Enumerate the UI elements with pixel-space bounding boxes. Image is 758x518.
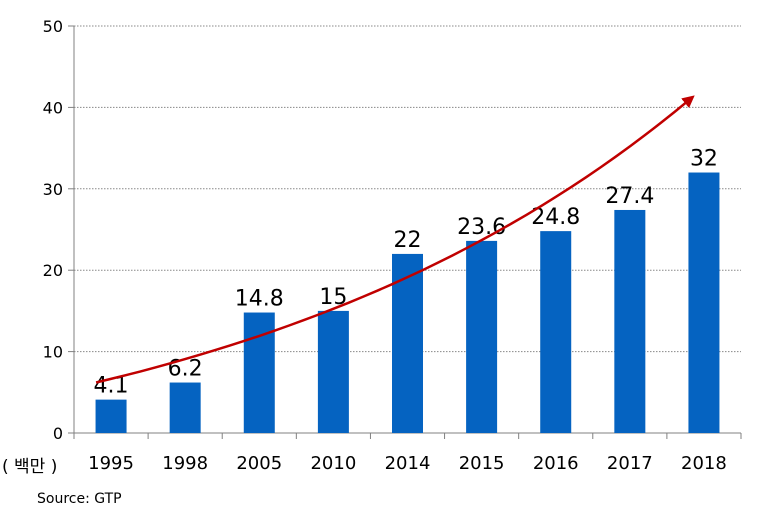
x-tick-label: 2010 xyxy=(310,453,356,474)
bar-1995 xyxy=(95,399,127,433)
y-axis-unit-label: ( 백만 ) xyxy=(2,457,58,477)
trend-arrow xyxy=(95,95,695,384)
trend-curve xyxy=(95,95,695,384)
y-tick-label: 20 xyxy=(43,261,63,280)
bars xyxy=(95,172,720,433)
bar-1998 xyxy=(169,382,201,433)
data-label: 32 xyxy=(690,147,718,172)
bar-2016 xyxy=(540,231,572,433)
bar-2005 xyxy=(243,312,275,433)
data-label: 22 xyxy=(394,228,422,253)
x-tick-label: 1995 xyxy=(88,453,134,474)
x-tick-label: 1998 xyxy=(162,453,208,474)
axes: 0 10 20 30 40 50 1995 1998 2005 2010 2014 2015 2016 2… xyxy=(43,17,742,474)
data-label: 14.8 xyxy=(235,287,284,312)
x-tick-label: 2017 xyxy=(607,453,653,474)
bar-2014 xyxy=(392,253,423,433)
y-tick-label: 30 xyxy=(43,180,63,199)
y-tick-label: 10 xyxy=(43,343,63,362)
bar-2015 xyxy=(466,240,498,433)
data-label: 27.4 xyxy=(605,184,654,209)
bar-2018 xyxy=(688,172,720,433)
x-tick-label: 2018 xyxy=(681,453,727,474)
data-label: 4.1 xyxy=(94,374,129,399)
x-tick-label: 2016 xyxy=(533,453,579,474)
bar-2017 xyxy=(614,209,646,433)
data-label: 6.2 xyxy=(168,357,203,382)
data-label: 23.6 xyxy=(457,215,506,240)
x-tick-label: 2005 xyxy=(236,453,282,474)
y-tick-label: 40 xyxy=(43,98,63,117)
y-tick-label: 0 xyxy=(53,424,63,443)
source-note: Source: GTP xyxy=(37,491,122,507)
x-tick-label: 2015 xyxy=(459,453,505,474)
x-tick-label: 2014 xyxy=(385,453,431,474)
y-tick-label: 50 xyxy=(43,17,63,36)
data-label: 24.8 xyxy=(531,205,580,230)
bar-2010 xyxy=(317,310,349,433)
